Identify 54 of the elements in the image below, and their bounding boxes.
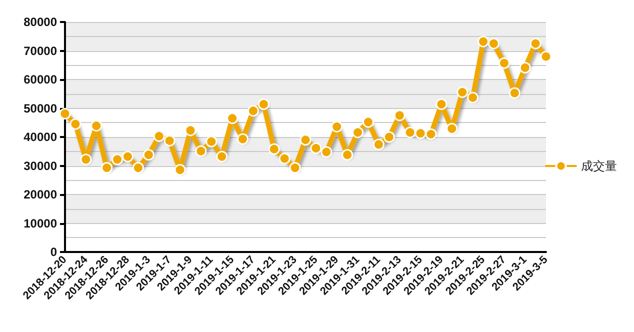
point bbox=[383, 131, 395, 143]
point bbox=[331, 120, 343, 132]
point bbox=[216, 150, 228, 162]
point bbox=[59, 108, 71, 120]
point bbox=[112, 154, 124, 166]
point bbox=[90, 120, 102, 132]
point bbox=[320, 146, 332, 158]
point bbox=[540, 50, 552, 62]
point bbox=[237, 133, 249, 145]
point bbox=[372, 138, 384, 150]
point bbox=[142, 149, 154, 161]
point bbox=[498, 57, 510, 69]
point bbox=[80, 154, 92, 166]
y-tick-label: 70000 bbox=[24, 44, 58, 58]
point bbox=[414, 128, 426, 140]
legend-label: 成交量 bbox=[581, 159, 617, 173]
point bbox=[268, 143, 280, 155]
point bbox=[425, 128, 437, 140]
point bbox=[226, 112, 238, 124]
point bbox=[478, 36, 490, 48]
y-tick-label: 60000 bbox=[24, 72, 58, 86]
point bbox=[70, 118, 82, 130]
point bbox=[352, 126, 364, 138]
point bbox=[310, 142, 322, 154]
point bbox=[206, 136, 218, 148]
y-tick-label: 0 bbox=[50, 245, 58, 259]
point bbox=[300, 134, 312, 146]
point bbox=[508, 87, 520, 99]
point bbox=[164, 134, 176, 146]
point bbox=[456, 86, 468, 98]
point bbox=[195, 145, 207, 157]
point bbox=[488, 38, 500, 50]
point bbox=[122, 150, 134, 162]
y-tick-label: 30000 bbox=[24, 158, 58, 173]
point bbox=[394, 110, 406, 122]
point bbox=[436, 98, 448, 110]
point bbox=[174, 164, 186, 176]
point bbox=[467, 92, 479, 104]
point bbox=[258, 98, 270, 110]
y-tick-label: 10000 bbox=[24, 216, 58, 230]
point bbox=[247, 105, 259, 117]
y-tick-label: 50000 bbox=[24, 101, 58, 116]
point bbox=[362, 116, 374, 128]
point bbox=[446, 122, 458, 134]
point bbox=[530, 38, 542, 50]
point bbox=[153, 130, 165, 142]
point bbox=[519, 62, 531, 74]
y-tick-label: 40000 bbox=[24, 130, 58, 144]
y-tick-label: 20000 bbox=[24, 188, 58, 202]
point bbox=[404, 126, 416, 138]
y-tick-label: 80000 bbox=[24, 15, 58, 29]
point bbox=[278, 152, 290, 164]
point bbox=[342, 149, 354, 161]
point bbox=[184, 124, 196, 136]
